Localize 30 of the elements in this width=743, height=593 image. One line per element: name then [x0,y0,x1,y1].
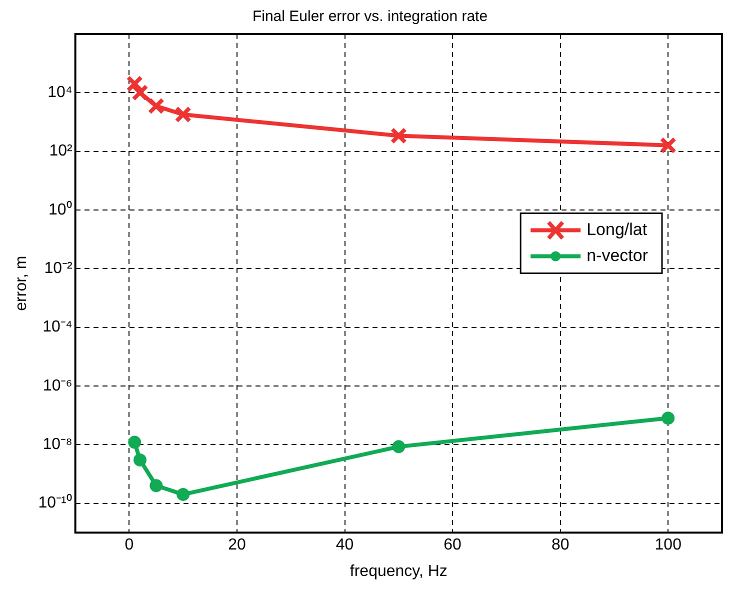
y-tick-label: 10⁴ [48,84,72,102]
point [150,479,163,492]
point [128,436,142,449]
point [176,488,190,501]
point [660,136,676,154]
point [662,412,675,425]
point [174,106,192,123]
x-tick-label: 0 [124,536,134,554]
y-tick-label: 10⁻⁶ [42,377,72,394]
point [133,453,146,466]
x-tick-label: 100 [654,536,682,554]
x-axis-title: frequency, Hz [350,562,448,580]
x-tick-label: 20 [228,536,246,554]
x-tick-label: 60 [444,536,462,554]
point [148,98,165,114]
y-tick-label: 10² [49,142,73,160]
y-tick-label: 10⁻⁸ [42,436,72,454]
point [392,440,406,454]
legend-label: n-vector [586,246,648,265]
point [126,75,143,92]
legend-label: Long/lat [586,220,648,239]
y-tick-label: 10⁻² [44,260,73,278]
chart-title: Final Euler error vs. integration rate [252,8,488,26]
x-tick-label: 80 [551,536,570,554]
y-tick-label: 10⁻¹⁰ [38,494,72,512]
y-axis-title: error, m [13,256,30,311]
point [390,127,408,144]
y-tick-label: 10⁰ [48,200,72,218]
y-tick-label: 10⁻⁴ [42,318,72,336]
x-tick-label: 40 [336,536,354,554]
